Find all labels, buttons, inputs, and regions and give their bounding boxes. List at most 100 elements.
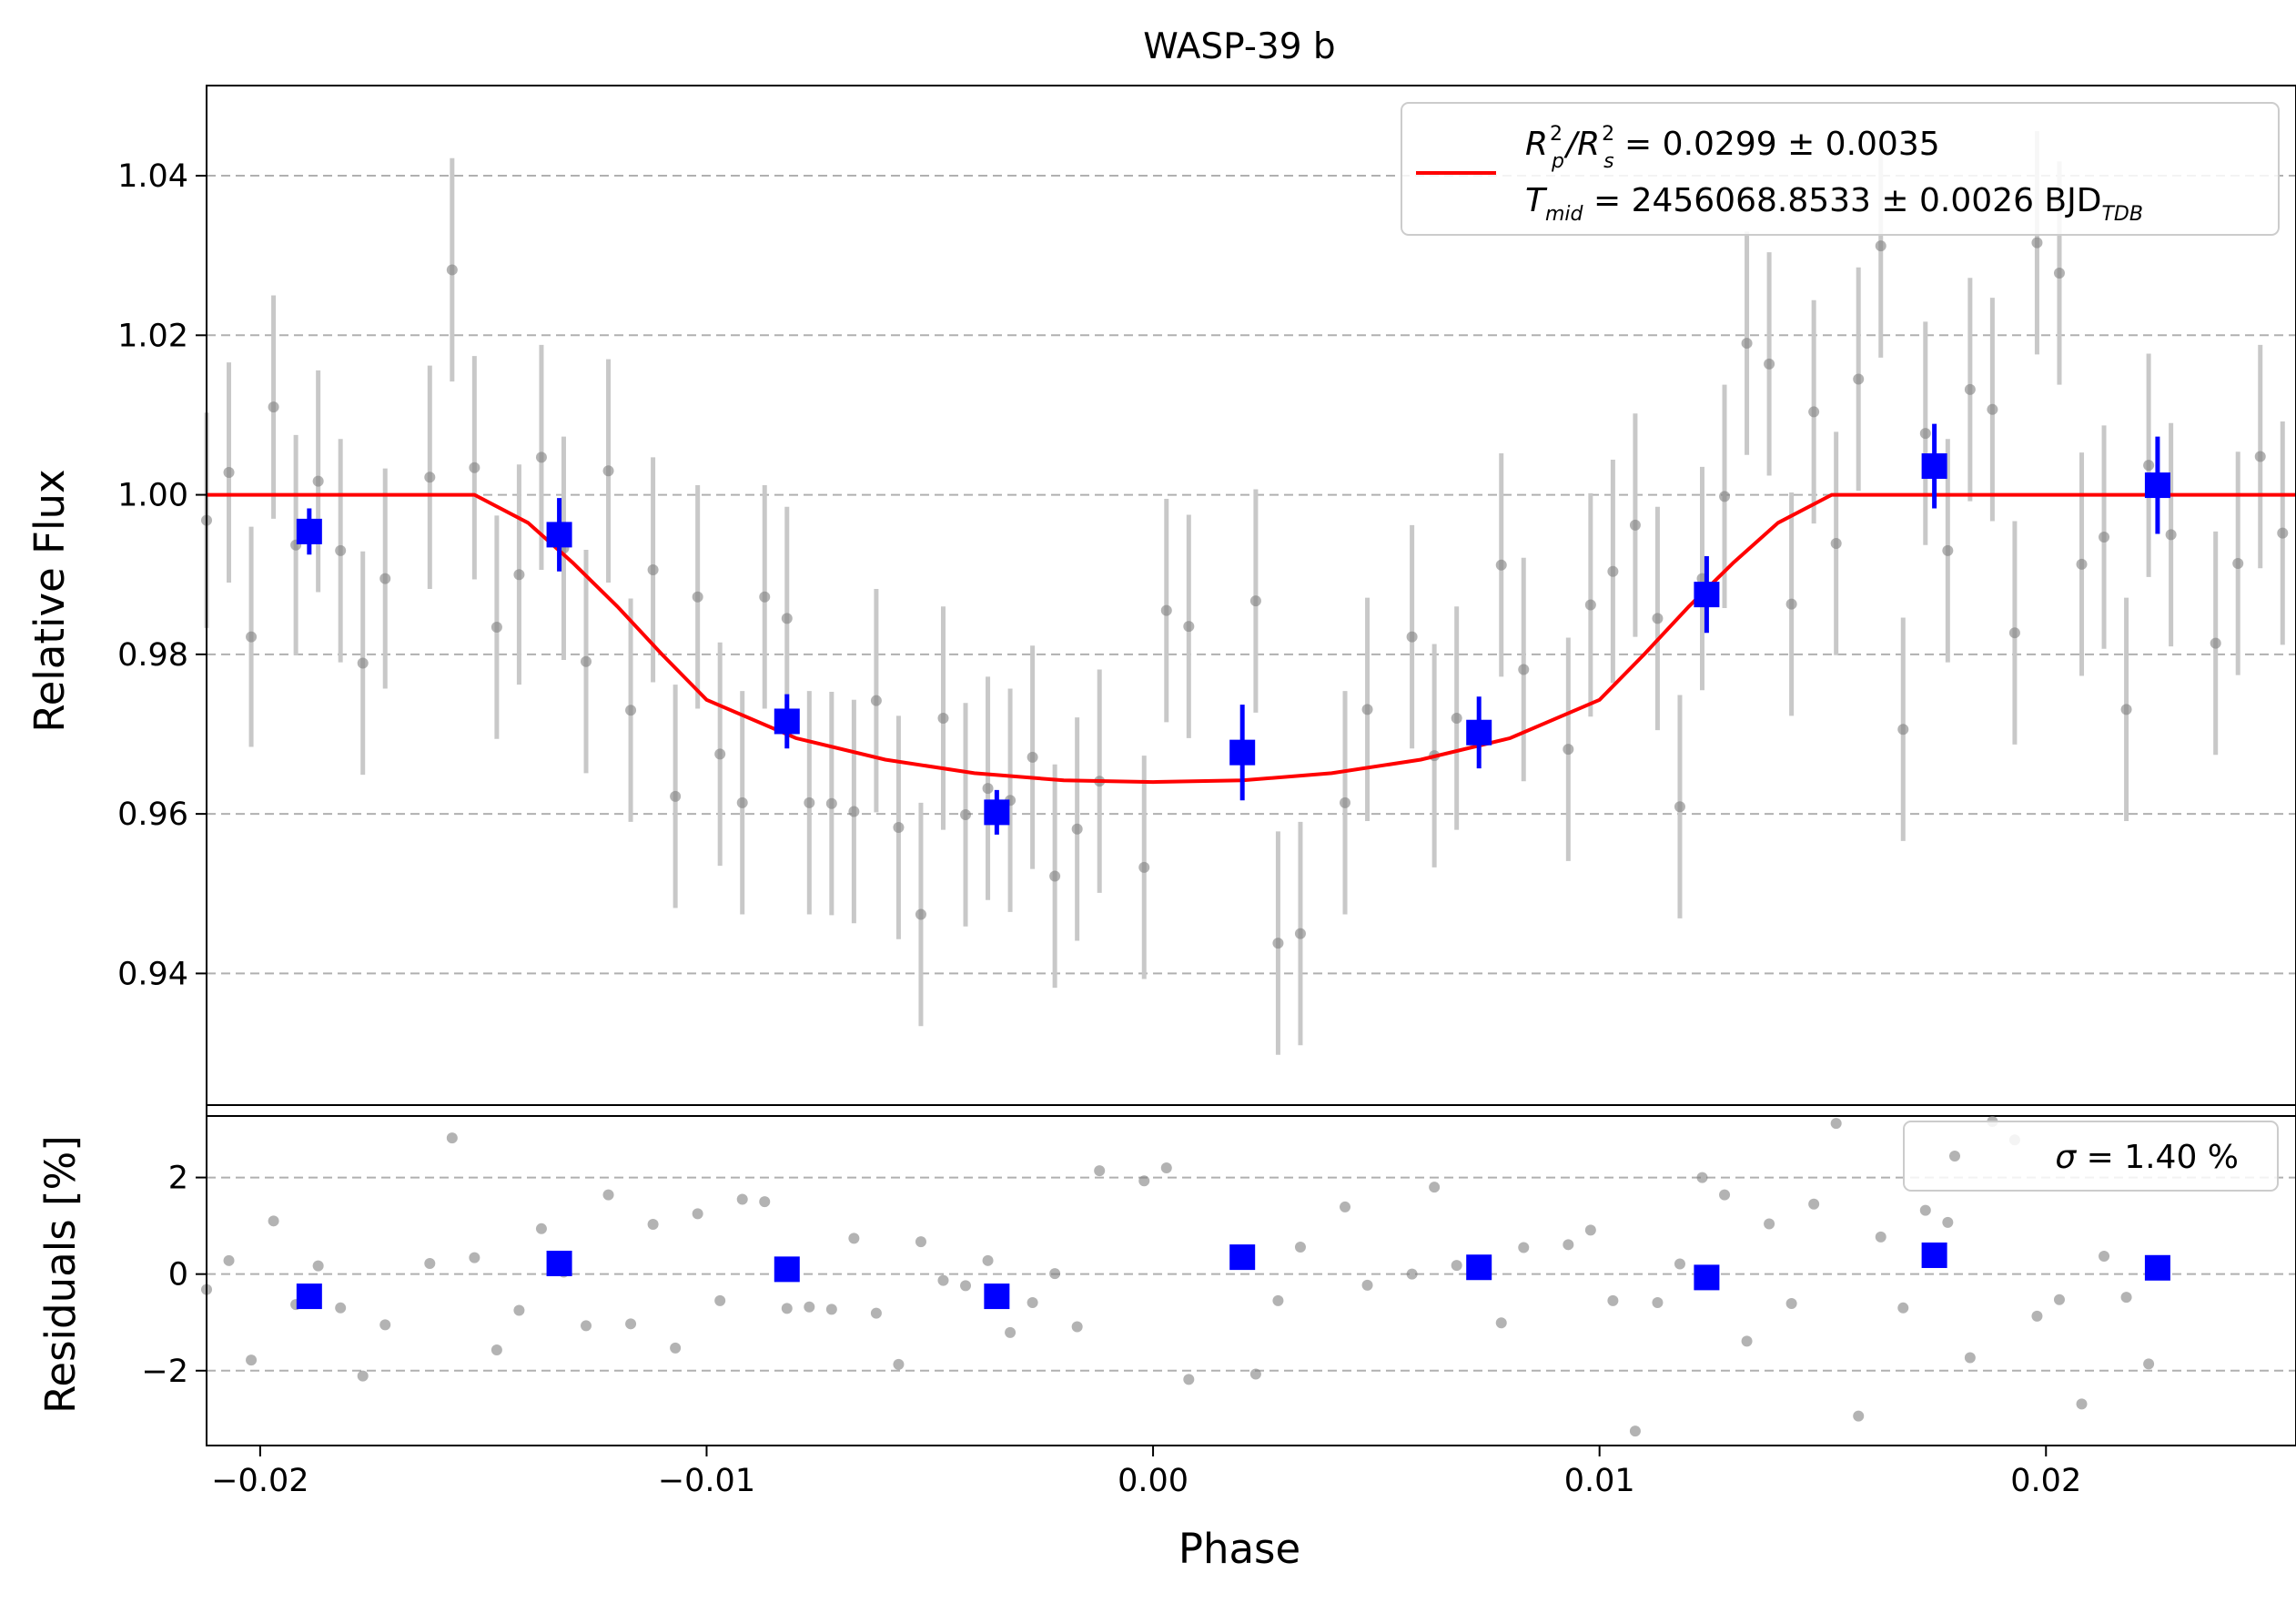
residual-point: [870, 1307, 882, 1319]
binned-point: [2144, 472, 2170, 499]
raw-point: [581, 655, 592, 667]
residual-point: [915, 1236, 926, 1248]
residual-point: [1249, 1368, 1261, 1380]
flux-y-tick-label: 0.98: [117, 637, 188, 674]
residual-point: [1629, 1425, 1641, 1437]
residual-point: [581, 1320, 592, 1332]
raw-point: [1942, 544, 1954, 556]
binned-point: [1921, 453, 1947, 480]
flux-legend: R2 p/R2 s = 0.0299 ± 0.0035 Tmid = 2456068…: [1401, 102, 2280, 236]
residuals-panel: −2 0 2 Residuals [%] σ = 1.40 %: [36, 1104, 2296, 1446]
raw-point: [670, 790, 682, 802]
flux-y-tick-label: 0.94: [117, 956, 188, 992]
residual-point: [1451, 1260, 1462, 1272]
raw-point: [870, 695, 882, 706]
raw-point: [692, 591, 703, 603]
residual-point: [469, 1252, 480, 1263]
flux-y-ticks: 0.94 0.96 0.98 1.00 1.02 1.04: [117, 158, 207, 992]
residual-point: [1005, 1326, 1017, 1338]
raw-point: [2099, 532, 2110, 543]
residual-point: [1674, 1258, 1685, 1270]
residual-point: [424, 1258, 436, 1270]
residual-point: [1160, 1162, 1172, 1173]
raw-point: [1183, 621, 1195, 633]
residual-point: [446, 1132, 458, 1144]
residual-point: [2053, 1294, 2065, 1305]
flux-y-axis-label: Relative Flux: [25, 469, 74, 732]
x-tick-label: 0.01: [1564, 1463, 1635, 1499]
raw-point: [1808, 406, 1820, 418]
residual-point: [491, 1344, 502, 1355]
residual-point: [1406, 1268, 1418, 1280]
legend-sigma-text: σ = 1.40 %: [2055, 1139, 2239, 1176]
raw-point: [1764, 358, 1775, 370]
residual-point: [379, 1319, 391, 1331]
x-tick-label: 0.00: [1118, 1463, 1188, 1499]
residual-point: [647, 1219, 659, 1231]
raw-point: [424, 472, 436, 483]
residuals-binned-points: [296, 1242, 2170, 1310]
residual-point: [1584, 1224, 1596, 1236]
residual-point: [1361, 1279, 1373, 1291]
raw-point: [915, 908, 926, 920]
residual-point: [736, 1193, 748, 1205]
residuals-y-tick-label: 2: [168, 1161, 188, 1197]
binned-point: [1466, 719, 1492, 746]
raw-point: [825, 797, 837, 809]
raw-point: [312, 475, 324, 487]
residuals-y-tick-label: −2: [141, 1354, 188, 1390]
residual-point: [1138, 1175, 1150, 1187]
residual-point: [960, 1280, 972, 1292]
raw-point: [1853, 373, 1865, 385]
raw-point: [1451, 712, 1462, 724]
residual-point: [1607, 1294, 1619, 1306]
residual-point: [1764, 1218, 1775, 1230]
raw-point: [2053, 267, 2065, 279]
residual-point: [1563, 1239, 1574, 1251]
residual-point: [1071, 1321, 1083, 1333]
raw-point: [268, 401, 279, 413]
residual-point: [513, 1304, 525, 1316]
residual-point: [1027, 1296, 1038, 1308]
residuals-legend: σ = 1.40 %: [1903, 1121, 2279, 1192]
residual-point: [2031, 1310, 2043, 1322]
raw-point: [1138, 861, 1150, 873]
raw-point: [2120, 704, 2132, 715]
raw-point: [1629, 519, 1641, 531]
flux-y-tick-label: 1.02: [117, 318, 188, 354]
raw-point: [982, 783, 994, 795]
raw-point: [804, 796, 815, 808]
residual-point: [1853, 1410, 1865, 1422]
raw-point: [1987, 403, 1998, 415]
raw-point: [1674, 801, 1685, 813]
raw-point: [491, 622, 502, 634]
raw-point: [1919, 428, 1931, 440]
residual-point: [2076, 1398, 2088, 1410]
raw-point: [647, 563, 659, 575]
residual-point: [357, 1370, 369, 1382]
residuals-raw-points: [201, 1116, 2155, 1437]
residual-point: [1964, 1352, 1976, 1364]
residual-binned-point: [1466, 1254, 1492, 1281]
raw-point: [246, 631, 258, 643]
residual-point: [1942, 1216, 1954, 1228]
residual-point: [1429, 1182, 1441, 1193]
raw-point: [714, 748, 726, 760]
residual-point: [223, 1254, 235, 1266]
raw-point: [1964, 383, 1976, 395]
residual-point: [602, 1189, 614, 1201]
raw-point: [1584, 599, 1596, 611]
residual-point: [1652, 1296, 1664, 1308]
residual-point: [982, 1254, 994, 1266]
raw-point: [379, 573, 391, 584]
raw-point: [1361, 704, 1373, 715]
raw-point: [1406, 631, 1418, 643]
raw-point: [1049, 870, 1061, 882]
raw-point: [1785, 598, 1797, 610]
residual-point: [1919, 1204, 1931, 1216]
raw-point: [446, 264, 458, 276]
residuals-y-ticks: −2 0 2: [141, 1161, 207, 1390]
residual-point: [1808, 1198, 1820, 1210]
residual-point: [759, 1196, 771, 1208]
raw-point: [937, 712, 949, 724]
